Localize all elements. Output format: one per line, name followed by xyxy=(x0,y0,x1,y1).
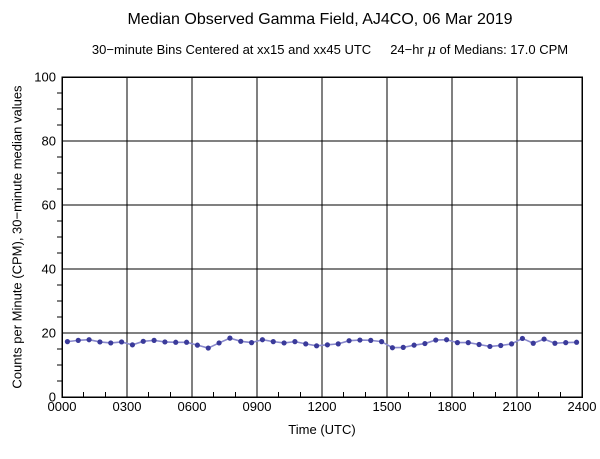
data-point-marker xyxy=(552,340,558,346)
data-point-marker xyxy=(454,340,461,346)
data-point-marker xyxy=(422,340,428,347)
x-tick-label: 0300 xyxy=(113,399,142,414)
chart-subtitle: 30−minute Bins Centered at xx15 and xx45… xyxy=(60,42,600,58)
y-tick-label: 80 xyxy=(42,134,56,149)
gridlines xyxy=(62,77,582,397)
x-tick-label: 2100 xyxy=(503,399,532,414)
x-tick-label: 1500 xyxy=(373,399,402,414)
data-point-marker xyxy=(97,339,103,345)
data-point-marker xyxy=(346,338,352,344)
data-point-marker xyxy=(129,342,136,348)
data-point-marker xyxy=(64,339,71,345)
data-point-marker xyxy=(194,342,201,348)
data-point-marker xyxy=(368,337,374,343)
mu-symbol: μ xyxy=(427,43,436,58)
data-point-marker xyxy=(400,344,406,350)
data-point-marker xyxy=(498,342,504,349)
y-tick-label: 60 xyxy=(42,198,56,213)
data-point-marker xyxy=(162,339,168,345)
y-tick-label: 100 xyxy=(34,70,56,85)
data-point-marker xyxy=(173,339,179,345)
data-point-marker xyxy=(238,338,244,344)
data-point-marker xyxy=(292,339,298,345)
data-point-marker xyxy=(433,337,439,343)
y-tick-label: 20 xyxy=(42,326,56,341)
mean-label-suffix: of Medians: 17.0 CPM xyxy=(435,42,569,57)
data-point-marker xyxy=(530,340,536,346)
y-tick-labels: 0 20 40 60 80 100 xyxy=(34,70,56,405)
data-point-marker xyxy=(140,338,146,344)
data-point-marker xyxy=(519,335,526,342)
mean-label-prefix: 24−hr xyxy=(390,42,428,57)
data-point-marker xyxy=(227,335,233,341)
x-tick-label: 1200 xyxy=(308,399,337,414)
data-markers xyxy=(64,335,580,351)
data-point-marker xyxy=(465,340,471,346)
data-point-marker xyxy=(86,337,92,343)
x-tick-label: 2400 xyxy=(568,399,597,414)
data-point-marker xyxy=(573,339,580,345)
data-point-marker xyxy=(151,337,157,343)
data-point-marker xyxy=(118,339,125,345)
data-point-marker xyxy=(313,343,320,349)
data-point-marker xyxy=(357,337,363,343)
data-point-marker xyxy=(389,345,396,351)
data-point-marker xyxy=(281,340,287,346)
data-point-marker xyxy=(487,343,493,350)
data-point-marker xyxy=(183,339,190,345)
x-tick-label: 0000 xyxy=(48,399,77,414)
x-axis-title: Time (UTC) xyxy=(288,422,356,437)
data-point-marker xyxy=(108,340,114,346)
data-point-marker xyxy=(378,339,385,345)
subtitle-bins-text: 30−minute Bins Centered at xx15 and xx45… xyxy=(91,42,372,57)
x-tick-label: 0600 xyxy=(178,399,207,414)
data-point-marker xyxy=(335,341,341,347)
data-point-marker xyxy=(303,341,309,347)
x-tick-label: 0900 xyxy=(243,399,272,414)
y-tick-label: 40 xyxy=(42,262,56,277)
subtitle-mean-text: 24−hr μ of Medians: 17.0 CPM xyxy=(390,42,568,58)
data-point-marker xyxy=(205,345,211,351)
data-point-marker xyxy=(248,340,255,346)
data-point-marker xyxy=(443,337,450,343)
data-point-marker xyxy=(541,336,547,342)
data-point-marker xyxy=(259,337,266,343)
x-tick-label: 1800 xyxy=(438,399,467,414)
chart-title: Median Observed Gamma Field, AJ4CO, 06 M… xyxy=(127,11,513,28)
data-point-marker xyxy=(508,341,515,347)
plot-border xyxy=(61,76,583,398)
x-tick-labels: 0000 0300 0600 0900 1200 1500 1800 2100 2400 xyxy=(48,399,597,414)
data-point-marker xyxy=(216,340,222,346)
data-point-marker xyxy=(476,341,482,348)
y-tick-label: 0 xyxy=(49,390,56,405)
minor-ticks xyxy=(57,92,561,397)
data-point-marker xyxy=(563,340,569,346)
data-point-marker xyxy=(75,337,81,343)
data-point-marker xyxy=(324,342,331,348)
data-point-marker xyxy=(270,339,276,345)
data-point-marker xyxy=(411,342,417,348)
